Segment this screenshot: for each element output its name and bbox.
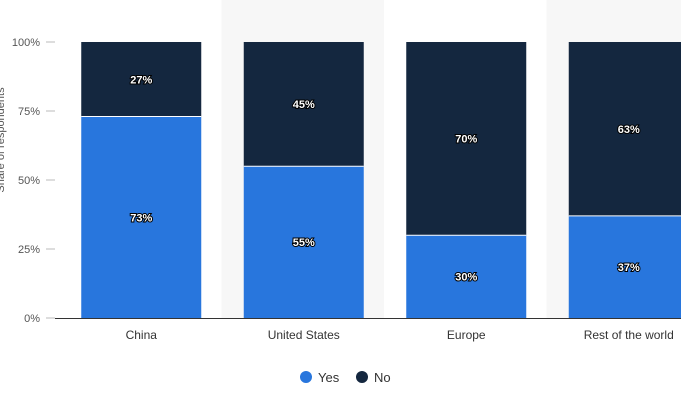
bar-yes-united-states[interactable] — [243, 166, 364, 318]
data-label-yes-united-states: 55% — [293, 237, 315, 249]
bar-yes-europe[interactable] — [406, 235, 527, 318]
y-tick-label: 25% — [18, 244, 40, 256]
bar-no-united-states[interactable] — [243, 42, 364, 167]
y-axis-title: Share of respondents — [0, 87, 7, 193]
x-category-label: United States — [268, 328, 340, 342]
bar-no-europe[interactable] — [406, 42, 527, 236]
bar-yes-rest-of-the-world[interactable] — [568, 215, 681, 318]
data-label-no-united-states: 45% — [293, 99, 315, 111]
legend-swatch-no — [356, 371, 368, 383]
data-label-yes-europe: 30% — [455, 272, 477, 284]
x-category-label: Rest of the world — [584, 328, 674, 342]
bar-yes-china[interactable] — [81, 116, 202, 319]
data-label-yes-rest-of-the-world: 37% — [618, 262, 640, 274]
data-label-yes-china: 73% — [130, 212, 152, 224]
y-tick-label: 0% — [24, 313, 40, 325]
legend-label-no: No — [374, 370, 391, 385]
y-tick-label: 50% — [18, 175, 40, 187]
legend-label-yes: Yes — [318, 370, 340, 385]
data-label-no-rest-of-the-world: 63% — [618, 124, 640, 136]
bars — [81, 42, 681, 319]
legend-item-no[interactable]: No — [356, 370, 391, 385]
legend-swatch-yes — [300, 371, 312, 383]
x-category-label: China — [126, 328, 158, 342]
y-tick-label: 75% — [18, 106, 40, 118]
legend-item-yes[interactable]: Yes — [300, 370, 340, 385]
data-label-no-europe: 70% — [455, 134, 477, 146]
bar-no-china[interactable] — [81, 42, 202, 117]
bar-no-rest-of-the-world[interactable] — [568, 42, 681, 216]
data-labels: 73% 27% 55% 45% 30% 70% 37% 63% — [129, 73, 641, 284]
y-tick-label: 100% — [12, 37, 40, 49]
x-category-label: Europe — [447, 328, 486, 342]
data-label-no-china: 27% — [130, 74, 152, 86]
axes: 0% 25% 50% 75% 100% Share of respondents China… — [0, 37, 681, 342]
legend: Yes No — [300, 370, 391, 385]
